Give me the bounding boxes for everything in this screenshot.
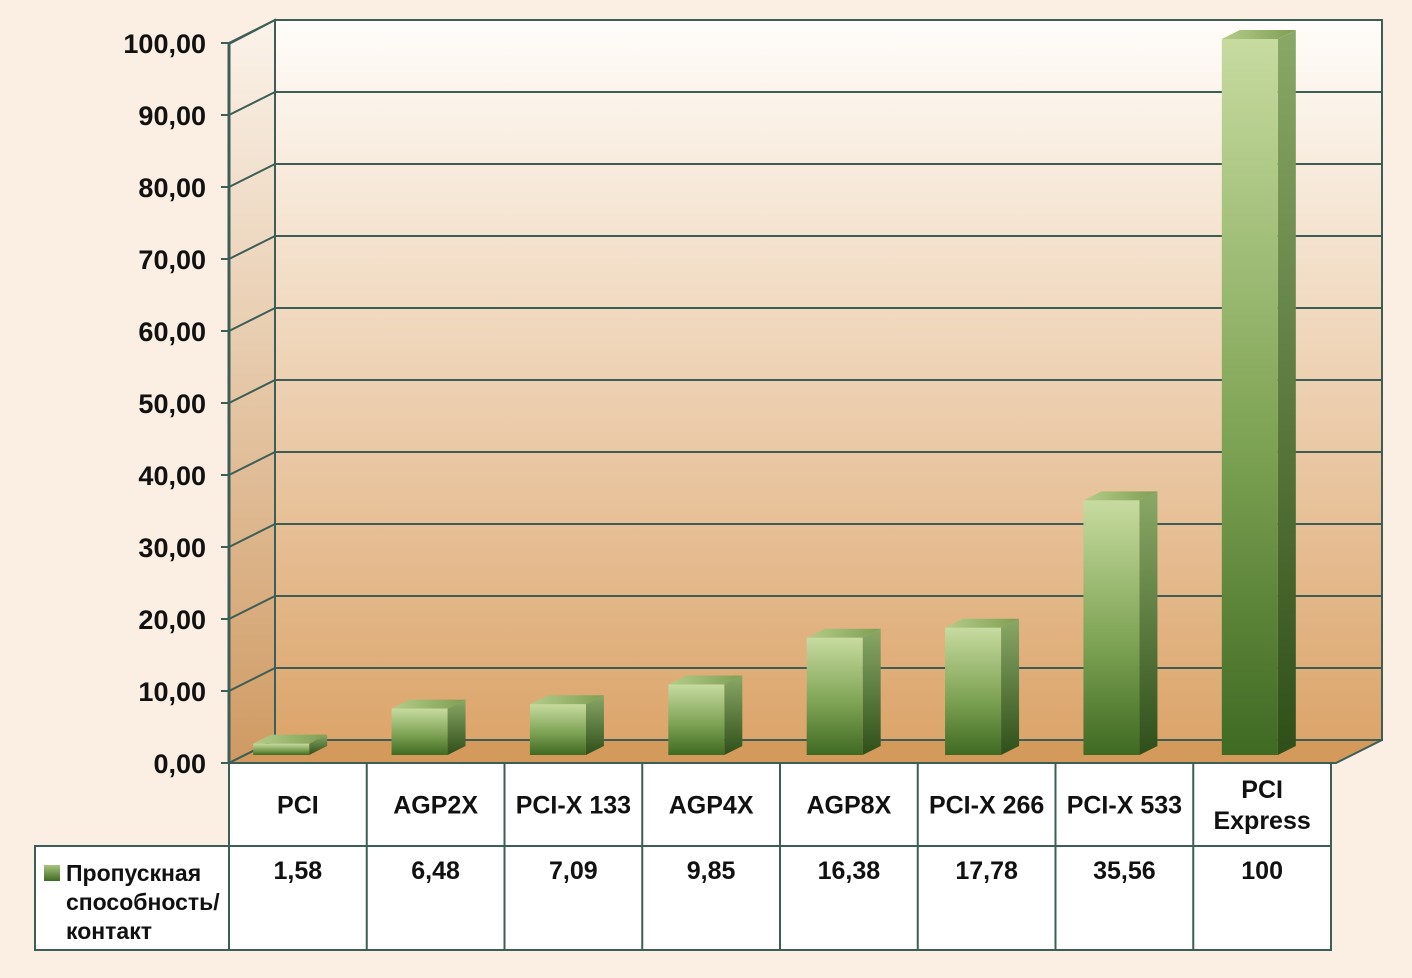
bar-front	[945, 627, 1002, 755]
data-label: 35,56	[1093, 857, 1156, 885]
table-value-row	[34, 845, 1332, 951]
y-tick-label: 50,00	[138, 389, 206, 419]
y-axis-ticks: 0,00 10,00 20,00 30,00 40,00 50,00 60,00 70,00 8…	[123, 29, 229, 779]
bar-front	[668, 684, 725, 755]
bar-side	[447, 699, 466, 755]
bar-side	[1277, 30, 1296, 755]
gridline-side	[228, 451, 276, 476]
bar-top	[668, 675, 743, 685]
gridline-side	[228, 523, 276, 548]
bar-front	[391, 708, 448, 755]
y-tick-label: 40,00	[138, 461, 206, 491]
data-label: 9,85	[687, 857, 736, 885]
bar-side	[862, 628, 881, 755]
gridline-side	[228, 19, 276, 44]
bar	[529, 695, 604, 755]
bar	[806, 628, 881, 755]
bar-front	[806, 637, 863, 755]
data-table: PCI AGP2X PCI-X 133 AGP4X AGP8X PCI-X 266 PCI-…	[34, 762, 1332, 951]
data-label: 17,78	[955, 857, 1018, 885]
bar-top	[253, 734, 328, 744]
gridline-side	[228, 595, 276, 620]
x-tick-label: PCI	[277, 792, 319, 820]
y-tick-label: 20,00	[138, 605, 206, 635]
x-tick-label: PCI-X 266	[929, 792, 1044, 820]
bar-side	[1139, 491, 1158, 755]
bar-side	[309, 734, 328, 755]
data-label: 7,09	[549, 857, 598, 885]
legend-swatch	[44, 865, 60, 881]
bar	[668, 675, 743, 755]
chart-walls	[227, 18, 1383, 765]
bar-side	[724, 675, 743, 755]
y-tick-label: 70,00	[138, 245, 206, 275]
bar-front	[1221, 39, 1278, 755]
x-tick-label: PCI-X 533	[1067, 792, 1182, 820]
y-tick-label: 80,00	[138, 173, 206, 203]
bar	[1083, 491, 1158, 755]
bar-top	[806, 628, 881, 638]
bar-top	[945, 618, 1020, 628]
y-tick-label: 0,00	[153, 749, 206, 779]
x-tick-label: PCI Express	[1213, 776, 1310, 835]
x-tick-label: AGP2X	[393, 792, 478, 820]
data-label: 6,48	[411, 857, 460, 885]
bar	[391, 699, 466, 755]
x-tick-label: AGP4X	[669, 792, 754, 820]
y-tick-label: 60,00	[138, 317, 206, 347]
gridline-side	[228, 667, 276, 692]
data-label: 100	[1241, 857, 1283, 885]
y-tick-label: 100,00	[123, 29, 206, 59]
bar	[253, 734, 328, 755]
y-tick-label: 30,00	[138, 533, 206, 563]
bar-top	[1221, 30, 1296, 39]
bar-top	[1083, 491, 1158, 501]
gridline-side	[228, 379, 276, 404]
bar-side	[585, 695, 604, 755]
data-label: 16,38	[818, 857, 881, 885]
gridline-side	[228, 307, 276, 332]
bar-top	[529, 695, 604, 705]
gridline-side	[228, 163, 276, 188]
y-tick-label: 10,00	[138, 677, 206, 707]
legend-label: Пропускная способность/контакт	[66, 860, 220, 944]
bar-front	[1083, 500, 1140, 755]
bar-front	[529, 704, 586, 755]
bar	[945, 618, 1020, 755]
bars	[253, 30, 1296, 755]
bar	[1221, 30, 1296, 755]
bar-side	[1001, 618, 1020, 755]
x-tick-label: PCI-X 133	[516, 792, 631, 820]
gridline-side	[228, 91, 276, 116]
bar-front	[253, 743, 310, 755]
y-tick-label: 90,00	[138, 101, 206, 131]
data-label: 1,58	[274, 857, 323, 885]
x-tick-label: AGP8X	[806, 792, 891, 820]
gridline-side	[228, 235, 276, 260]
bar-top	[391, 699, 466, 709]
